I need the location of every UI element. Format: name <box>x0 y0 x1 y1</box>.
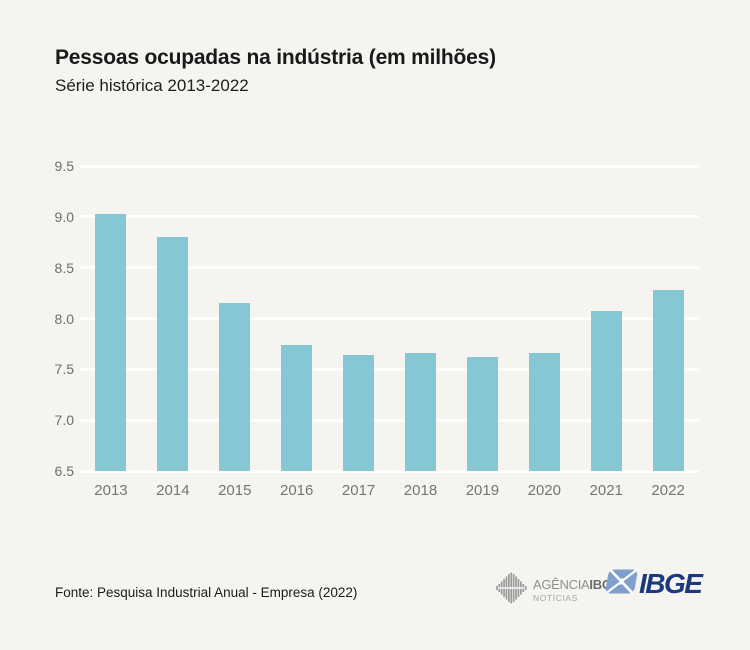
chart-subtitle: Série histórica 2013-2022 <box>55 76 249 95</box>
noticias-label: NOTÍCIAS <box>533 593 578 604</box>
agencia-ibge-noticias-logo: AGÊNCIAIBGE NOTÍCIAS <box>496 572 620 609</box>
y-tick-label: 9.0 <box>54 208 74 225</box>
bar-2015 <box>219 303 251 471</box>
gridline <box>80 164 699 168</box>
x-tick-label: 2020 <box>527 482 561 499</box>
bar-slot-2020 <box>513 166 575 471</box>
x-tick-label: 2021 <box>589 482 623 499</box>
bar-2020 <box>528 353 560 471</box>
ibge-wordmark: IBGE <box>639 568 703 599</box>
agencia-label: AGÊNCIA <box>533 576 590 592</box>
source-note: Fonte: Pesquisa Industrial Anual - Empre… <box>55 585 358 600</box>
bar-slot-2021 <box>575 166 637 471</box>
x-tick-label: 2015 <box>218 482 252 499</box>
bar-2013 <box>95 213 127 471</box>
x-axis-labels: 2013 2014 2015 2016 2017 2018 2019 2020 2021 2022 <box>80 482 699 499</box>
ibge-flag-icon <box>603 569 638 599</box>
chart-header: Pessoas ocupadas na indústria (em milhõe… <box>55 46 496 96</box>
x-tick-label: 2016 <box>279 482 314 499</box>
bar-2017 <box>343 355 375 471</box>
ibge-logo: IBGE <box>603 568 703 599</box>
y-tick-label: 7.5 <box>54 361 74 378</box>
bar-2021 <box>590 311 622 471</box>
bar-2022 <box>652 290 684 471</box>
bar-slot-2014 <box>142 166 204 471</box>
x-tick-label: 2019 <box>465 482 500 499</box>
bar-2019 <box>466 357 498 471</box>
bar-slot-2016 <box>266 166 328 471</box>
chart-title: Pessoas ocupadas na indústria (em milhõe… <box>55 46 496 69</box>
bar-slot-2013 <box>80 166 142 471</box>
bar-slot-2015 <box>204 166 266 471</box>
y-axis-labels: 6.5 7.0 7.5 8.0 8.5 9.0 9.5 <box>30 159 80 478</box>
y-tick-label: 7.0 <box>54 412 74 429</box>
agencia-soundwave-icon <box>496 572 527 609</box>
plot-area <box>80 164 699 473</box>
gridline <box>80 469 699 473</box>
x-tick-label: 2022 <box>651 482 685 499</box>
gridline <box>80 215 699 219</box>
bar-slot-2018 <box>390 166 452 471</box>
gridline <box>80 367 699 371</box>
x-tick-label: 2018 <box>403 482 438 499</box>
gridline <box>80 317 699 320</box>
x-tick-label: 2017 <box>341 482 376 499</box>
bar-2014 <box>157 237 189 471</box>
bar-2018 <box>404 353 436 471</box>
bar-2016 <box>281 344 313 471</box>
bar-slot-2019 <box>451 166 513 471</box>
x-tick-label: 2013 <box>94 482 128 499</box>
gridline <box>80 418 699 422</box>
x-tick-label: 2014 <box>156 482 190 499</box>
y-tick-label: 9.5 <box>54 158 74 174</box>
y-tick-label: 6.5 <box>54 463 74 479</box>
gridline <box>80 266 699 270</box>
bar-slot-2022 <box>637 166 699 471</box>
bar-slot-2017 <box>328 166 390 471</box>
y-tick-label: 8.5 <box>54 259 74 276</box>
y-tick-label: 8.0 <box>54 310 74 327</box>
